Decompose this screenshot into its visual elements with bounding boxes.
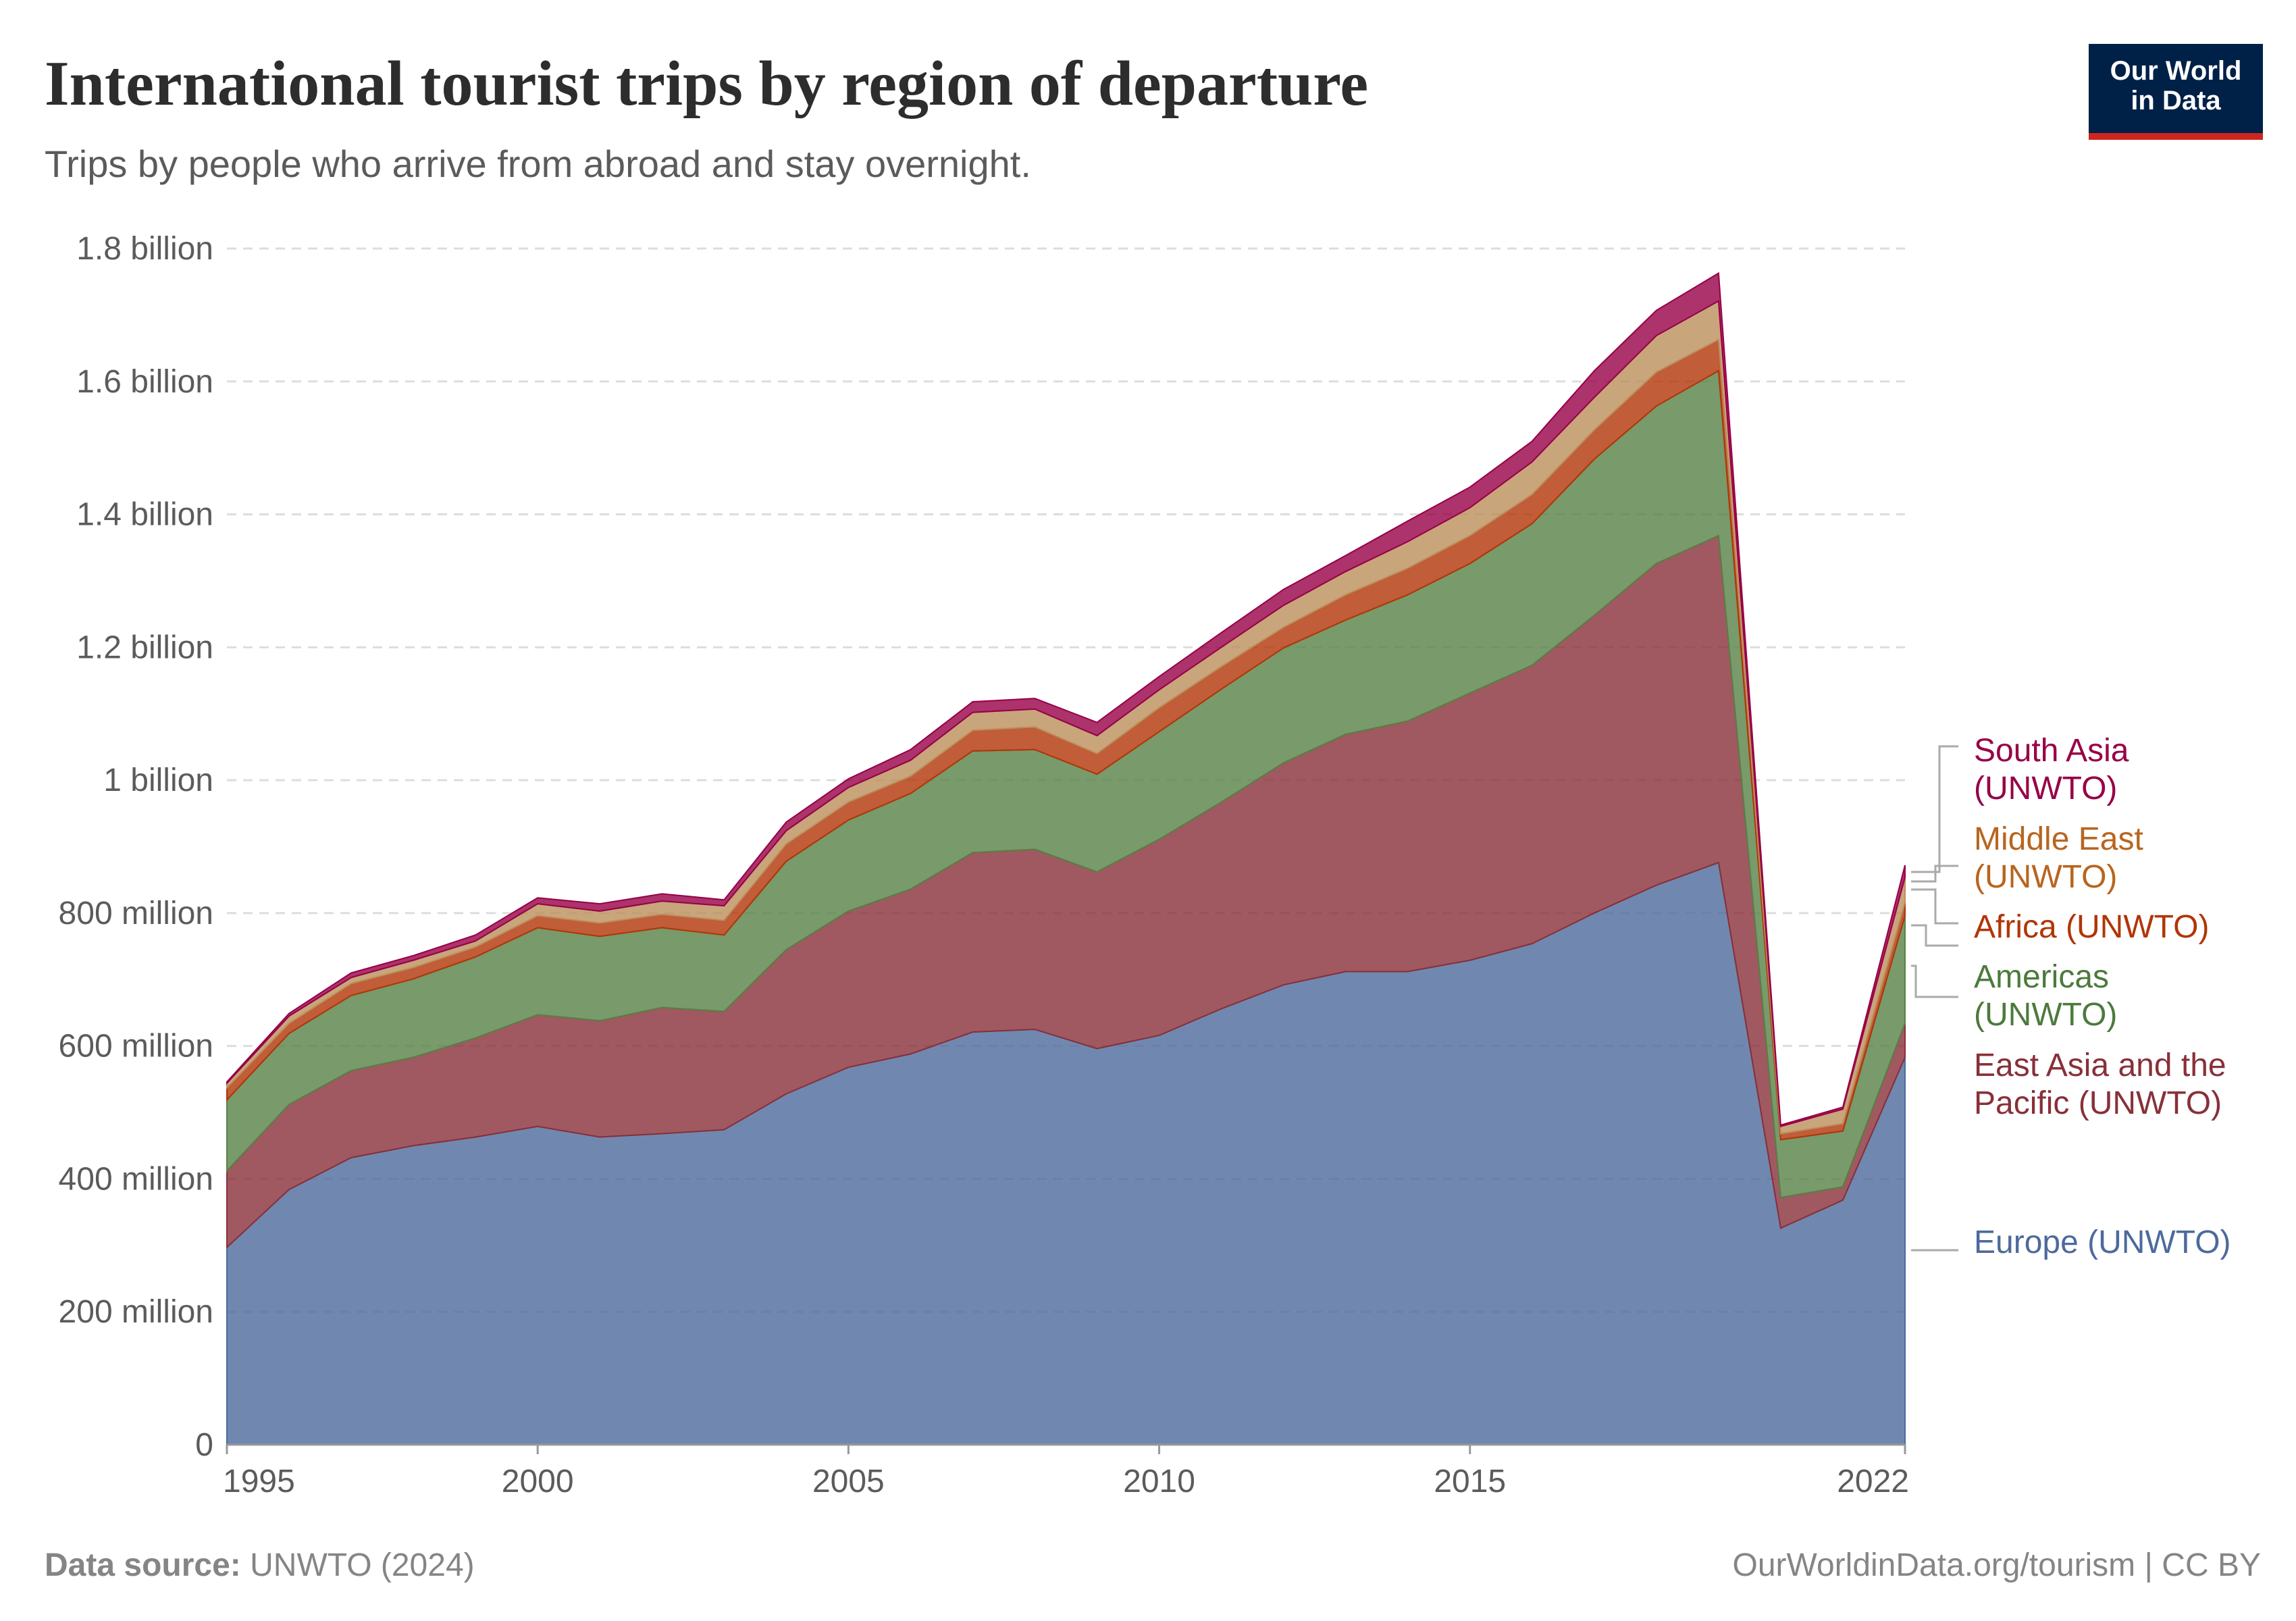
- legend-connector: [1911, 924, 1958, 947]
- y-tick-label: 1 billion: [103, 763, 213, 798]
- legend-connector: [1911, 964, 1958, 998]
- legend-label-middle-east: Middle East: [1974, 821, 2143, 857]
- x-tick-label: 2005: [812, 1464, 885, 1499]
- legend-label-south-asia: (UNWTO): [1974, 771, 2117, 806]
- legend-label-americas: Americas: [1974, 959, 2109, 995]
- y-tick-label: 1.8 billion: [76, 231, 213, 267]
- legend-label-europe: Europe (UNWTO): [1974, 1225, 2231, 1260]
- y-tick-label: 400 million: [59, 1161, 213, 1197]
- y-tick-label: 1.2 billion: [76, 629, 213, 665]
- legend-label-east-asia: Pacific (UNWTO): [1974, 1085, 2222, 1121]
- legend-label-middle-east: (UNWTO): [1974, 859, 2117, 895]
- x-tick-label: 2010: [1123, 1464, 1195, 1499]
- legend-connector: [1911, 888, 1958, 925]
- legend-connector: [1911, 745, 1958, 873]
- x-axis: 1995 2000 2005 2010 2015 2022: [223, 1443, 1909, 1499]
- chart-subtitle: Trips by people who arrive from abroad a…: [45, 143, 1031, 185]
- legend-label-americas: (UNWTO): [1974, 997, 2117, 1033]
- legend-label-africa: Africa (UNWTO): [1974, 909, 2209, 945]
- y-tick-label: 800 million: [59, 896, 213, 931]
- y-tick-label: 0: [195, 1427, 213, 1463]
- y-tick-label: 600 million: [59, 1029, 213, 1064]
- legend-label-east-asia: East Asia and the: [1974, 1048, 2226, 1083]
- x-tick-label: 2000: [502, 1464, 574, 1499]
- area-south-asia-unwto: [226, 272, 1906, 1128]
- y-tick-label: 1.6 billion: [76, 364, 213, 400]
- legend-label-south-asia: South Asia: [1974, 733, 2129, 769]
- legend: South Asia(UNWTO)Middle East(UNWTO)Afric…: [1911, 733, 2231, 1260]
- data-source: Data source: UNWTO (2024): [45, 1547, 475, 1584]
- x-tick-label: 2022: [1837, 1464, 1909, 1499]
- y-tick-label: 200 million: [59, 1294, 213, 1330]
- legend-connector: [1911, 865, 1958, 883]
- x-tick-label: 2015: [1434, 1464, 1506, 1499]
- x-tick-label: 1995: [223, 1464, 295, 1499]
- owid-logo[interactable]: Our World in Data: [2089, 44, 2263, 140]
- credit-link[interactable]: OurWorldinData.org/tourism | CC BY: [1732, 1547, 2261, 1583]
- source-value: UNWTO (2024): [250, 1547, 475, 1583]
- y-tick-label: 1.4 billion: [76, 497, 213, 533]
- area-series: [226, 272, 1906, 1445]
- chart-title: International tourist trips by region of…: [45, 49, 1369, 119]
- source-label: Data source:: [45, 1547, 241, 1583]
- y-axis: 0 200 million 400 million 600 million 800 mi…: [59, 231, 213, 1463]
